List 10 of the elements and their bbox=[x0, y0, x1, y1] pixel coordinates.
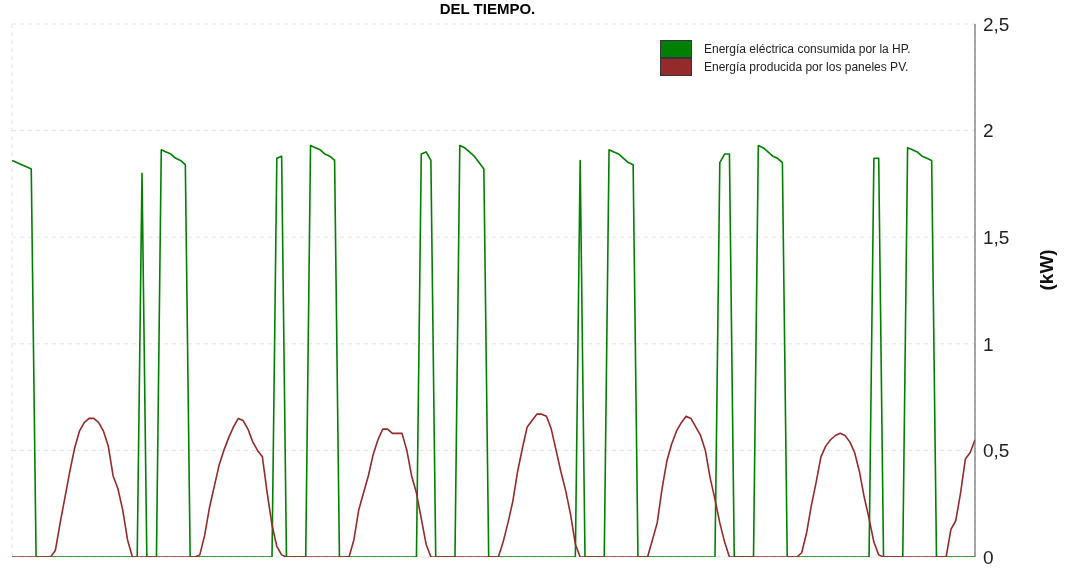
chart-title: DEL TIEMPO. bbox=[438, 0, 537, 18]
legend-label: Energía producida por los paneles PV. bbox=[704, 58, 909, 76]
y-tick-label: 0 bbox=[983, 546, 994, 568]
y-axis-title: (kW) bbox=[1035, 249, 1057, 291]
legend-label: Energía eléctrica consumida por la HP. bbox=[704, 40, 911, 58]
y-tick-label: 1,5 bbox=[983, 226, 1010, 248]
y-tick-label: 0,5 bbox=[983, 440, 1010, 462]
y-tick-label: 1 bbox=[983, 333, 994, 355]
y-tick-label: 2 bbox=[983, 120, 994, 142]
y-tick-label: 2,5 bbox=[983, 13, 1010, 35]
